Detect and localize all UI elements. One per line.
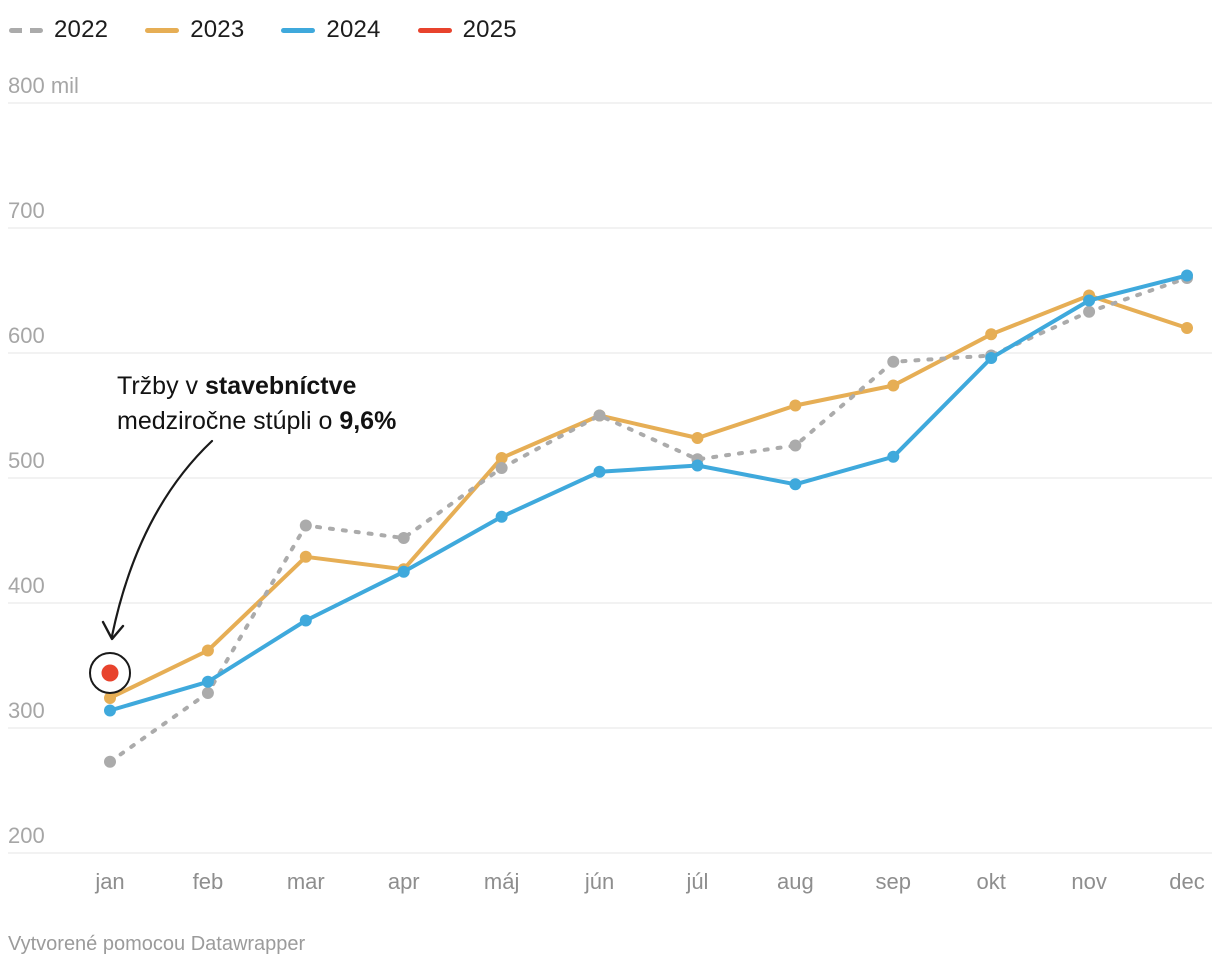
annotation-arrow <box>110 439 214 638</box>
data-point-2022 <box>887 355 900 368</box>
legend-swatch-2024-line-icon <box>281 27 316 33</box>
x-axis-month-label: sep <box>876 869 911 894</box>
data-point-2024 <box>593 465 606 478</box>
y-axis-tick-label: 200 <box>8 823 45 848</box>
y-axis-tick-label: 300 <box>8 698 45 723</box>
x-axis-month-label: feb <box>193 869 224 894</box>
data-point-2024 <box>495 510 508 523</box>
data-point-2023 <box>104 692 116 704</box>
legend-item-2024: 2024 <box>281 16 380 44</box>
legend-item-2025: 2025 <box>417 16 517 44</box>
x-axis-month-label: máj <box>484 869 519 894</box>
series-line-2024 <box>108 273 1189 713</box>
data-point-2023 <box>201 644 214 657</box>
data-point-2024 <box>104 704 116 717</box>
y-axis-tick-label: 500 <box>8 448 45 473</box>
data-point-2024 <box>789 478 802 491</box>
data-point-2023 <box>1181 322 1193 334</box>
x-axis-month-label: okt <box>977 869 1006 894</box>
data-point-2022 <box>789 439 802 452</box>
legend-label: 2025 <box>462 16 517 43</box>
data-point-2024 <box>397 565 410 578</box>
x-axis-month-label: nov <box>1071 869 1106 894</box>
annotation-text: Tržby v stavebníctve medziročne stúpli o… <box>117 369 396 439</box>
data-point-2024 <box>985 352 998 364</box>
data-point-2023 <box>887 379 900 392</box>
legend: 2022 2023 2024 2025 <box>9 16 554 44</box>
data-point-2024 <box>887 450 900 463</box>
x-axis-month-label: mar <box>287 869 325 894</box>
data-point-2024 <box>691 459 704 472</box>
data-point-2022 <box>201 687 214 699</box>
annotation-line-2: medziročne stúpli o 9,6% <box>117 407 397 435</box>
data-point-2023 <box>985 328 998 341</box>
x-axis-month-label: dec <box>1169 869 1204 894</box>
series-line-2022 <box>108 276 1189 764</box>
legend-label: 2024 <box>326 16 381 43</box>
series-line-2023 <box>108 293 1189 700</box>
annotation-arrowhead <box>101 620 125 641</box>
y-axis-tick-label: 800 mil <box>8 73 79 98</box>
x-axis-month-label: jún <box>584 869 614 894</box>
legend-item-2022: 2022 <box>9 16 108 44</box>
legend-item-2023: 2023 <box>145 16 244 44</box>
y-axis-tick-label: 600 <box>8 323 45 348</box>
data-point-2022 <box>593 409 606 422</box>
data-point-2022 <box>397 532 410 544</box>
y-axis-tick-label: 400 <box>8 573 45 598</box>
data-point-2024 <box>1083 294 1096 307</box>
y-axis-tick-label: 700 <box>8 198 45 223</box>
data-point-2023 <box>299 550 312 563</box>
data-point-2024 <box>1181 269 1193 282</box>
data-point-2022 <box>299 519 312 532</box>
x-axis-month-label: aug <box>777 869 814 894</box>
data-point-2024 <box>299 614 312 627</box>
data-point-2022 <box>1083 305 1096 318</box>
data-point-2025 <box>101 664 119 682</box>
data-point-2022 <box>104 755 116 768</box>
data-point-2023 <box>789 399 802 412</box>
x-axis-month-label: jan <box>94 869 124 894</box>
legend-swatch-2022-dashed-line-icon <box>9 27 43 33</box>
data-point-2024 <box>201 675 214 688</box>
data-point-2023 <box>691 432 704 444</box>
x-axis-month-label: apr <box>388 869 420 894</box>
x-axis-month-label: júl <box>685 869 708 894</box>
legend-swatch-2023-line-icon <box>145 27 180 33</box>
annotation-line-1: Tržby v stavebníctve <box>117 372 357 400</box>
data-point-2023 <box>495 452 508 464</box>
attribution-text: Vytvorené pomocou Datawrapper <box>8 933 306 955</box>
legend-label: 2023 <box>190 16 245 43</box>
highlight-circle <box>89 652 131 694</box>
legend-label: 2022 <box>54 16 109 43</box>
data-point-2022 <box>495 462 508 474</box>
legend-swatch-2025-line-icon <box>417 27 452 33</box>
